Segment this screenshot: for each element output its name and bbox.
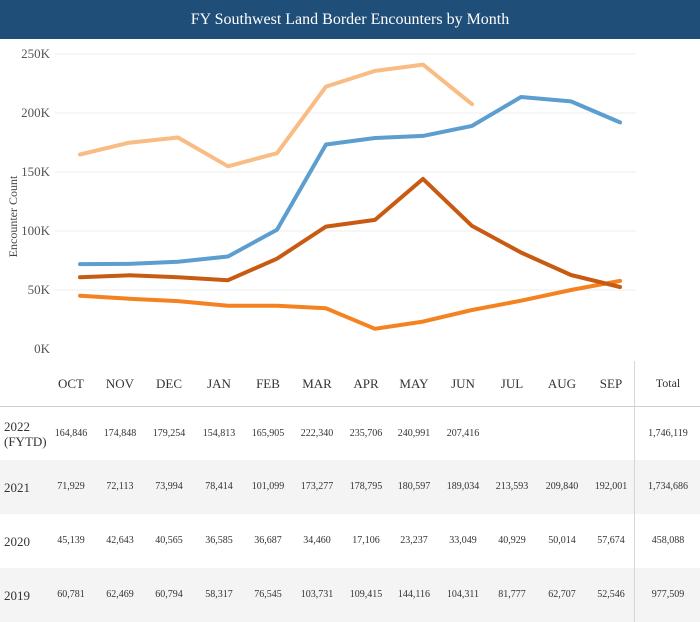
table-cell: 17,106: [352, 535, 380, 546]
row-year: 2022: [4, 419, 30, 434]
table-cell: 154,813: [202, 428, 236, 439]
table-cell: 71,929: [57, 481, 85, 492]
series-line-2020: [78, 278, 622, 331]
table-cell: 76,545: [254, 589, 282, 600]
table-cell: [487, 407, 537, 461]
table-row: 2021 71,929 72,113 73,994 78,414 101,099 173,2…: [0, 460, 700, 514]
table-cell: 45,139: [57, 535, 85, 546]
table-row: 2022 (FYTD) 164,846 174,848 179,254 154,813 16…: [0, 407, 700, 461]
row-year-suffix: (FYTD): [4, 434, 47, 449]
column-header-sep: SEP: [599, 376, 623, 391]
table-cell: 73,994: [155, 481, 183, 492]
column-header-dec: DEC: [156, 376, 182, 391]
column-header-mar: MAR: [302, 376, 332, 391]
table-cell: 62,707: [548, 589, 576, 600]
table-total-cell: 458,088: [651, 535, 685, 546]
table-cell: 52,546: [597, 589, 625, 600]
table-cell: 165,905: [251, 428, 285, 439]
chart-title: FY Southwest Land Border Encounters by M…: [0, 0, 700, 39]
column-header-jul: JUL: [500, 376, 524, 391]
table-cell: 173,277: [300, 481, 334, 492]
table-cell: 144,116: [397, 589, 431, 600]
table-cell: 60,781: [57, 589, 85, 600]
column-header-oct: OCT: [58, 376, 84, 391]
table-cell: 72,113: [106, 481, 134, 492]
series-line-2019: [78, 176, 622, 289]
table-total-cell: 977,509: [651, 589, 685, 600]
table-cell: 40,565: [155, 535, 183, 546]
table-total-cell: 1,746,119: [648, 428, 688, 439]
table-total-cell: 1,734,686: [648, 481, 688, 492]
row-year: 2021: [4, 479, 30, 495]
row-year-label: 2019: [4, 568, 30, 622]
table-row: 2019 60,781 62,469 60,794 58,317 76,545 103,73…: [0, 568, 700, 622]
table-header-row: OCT NOV DEC JAN FEB MAR APR MAY JUN JUL AUG SEP Tota…: [0, 361, 700, 407]
table-cell: 40,929: [498, 535, 526, 546]
table-cell: 174,848: [103, 428, 137, 439]
table-cell: [537, 407, 587, 461]
table-cell: 81,777: [498, 589, 526, 600]
table-cell: 57,674: [597, 535, 625, 546]
column-header-jan: JAN: [207, 376, 231, 391]
series-line-2021: [78, 95, 622, 267]
y-tick-label: 100K: [21, 223, 51, 238]
row-year-label: 2022 (FYTD): [4, 407, 47, 461]
table-cell: 104,311: [446, 589, 480, 600]
column-header-apr: APR: [353, 376, 379, 391]
data-table: OCT NOV DEC JAN FEB MAR APR MAY JUN JUL AUG SEP Tota…: [0, 361, 700, 622]
y-tick-label: 250K: [21, 46, 51, 61]
table-cell: 60,794: [155, 589, 183, 600]
table-cell: 103,731: [300, 589, 334, 600]
table-cell: 36,585: [205, 535, 233, 546]
y-axis-label: Encounter Count: [6, 175, 20, 257]
row-year: 2019: [4, 587, 30, 603]
table-cell: 235,706: [349, 428, 383, 439]
line-chart: 0K 50K 100K 150K 200K 250K Encounter Count: [6, 46, 636, 356]
column-header-aug: AUG: [547, 376, 577, 391]
y-tick-label: 50K: [28, 282, 51, 297]
column-header-total: Total: [655, 376, 681, 390]
table-cell: 58,317: [205, 589, 233, 600]
table-cell: 213,593: [495, 481, 529, 492]
table-cell: 101,099: [251, 481, 285, 492]
series-line-2022-fytd: [78, 62, 474, 169]
table-cell: 34,460: [303, 535, 331, 546]
column-header-nov: NOV: [105, 376, 135, 391]
table-cell: 23,237: [400, 535, 428, 546]
table-cell: 179,254: [152, 428, 186, 439]
table-cell: 62,469: [106, 589, 134, 600]
column-header-feb: FEB: [256, 376, 280, 391]
table-cell: 78,414: [205, 481, 233, 492]
table-cell: 189,034: [446, 481, 480, 492]
table-row: 2020 45,139 42,643 40,565 36,585 36,687 34,460…: [0, 514, 700, 568]
row-year-label: 2020: [4, 514, 30, 568]
table-cell: 222,340: [300, 428, 334, 439]
y-tick-label: 200K: [21, 105, 51, 120]
table-cell: 42,643: [106, 535, 134, 546]
column-header-may: MAY: [399, 376, 429, 391]
row-year-label: 2021: [4, 460, 30, 514]
y-tick-label: 0K: [34, 341, 51, 356]
table-cell: 33,049: [449, 535, 477, 546]
table-cell: 209,840: [545, 481, 579, 492]
total-divider: [634, 361, 635, 622]
table-cell: [586, 407, 636, 461]
table-cell: 50,014: [548, 535, 576, 546]
table-cell: 240,991: [397, 428, 431, 439]
table-cell: 192,001: [594, 481, 628, 492]
row-year: 2020: [4, 533, 30, 549]
table-cell: 178,795: [349, 481, 383, 492]
table-cell: 36,687: [254, 535, 282, 546]
table-cell: 207,416: [446, 428, 480, 439]
table-cell: 109,415: [349, 589, 383, 600]
table-cell: 164,846: [54, 428, 88, 439]
column-header-jun: JUN: [451, 376, 475, 391]
table-cell: 180,597: [397, 481, 431, 492]
y-tick-label: 150K: [21, 164, 51, 179]
